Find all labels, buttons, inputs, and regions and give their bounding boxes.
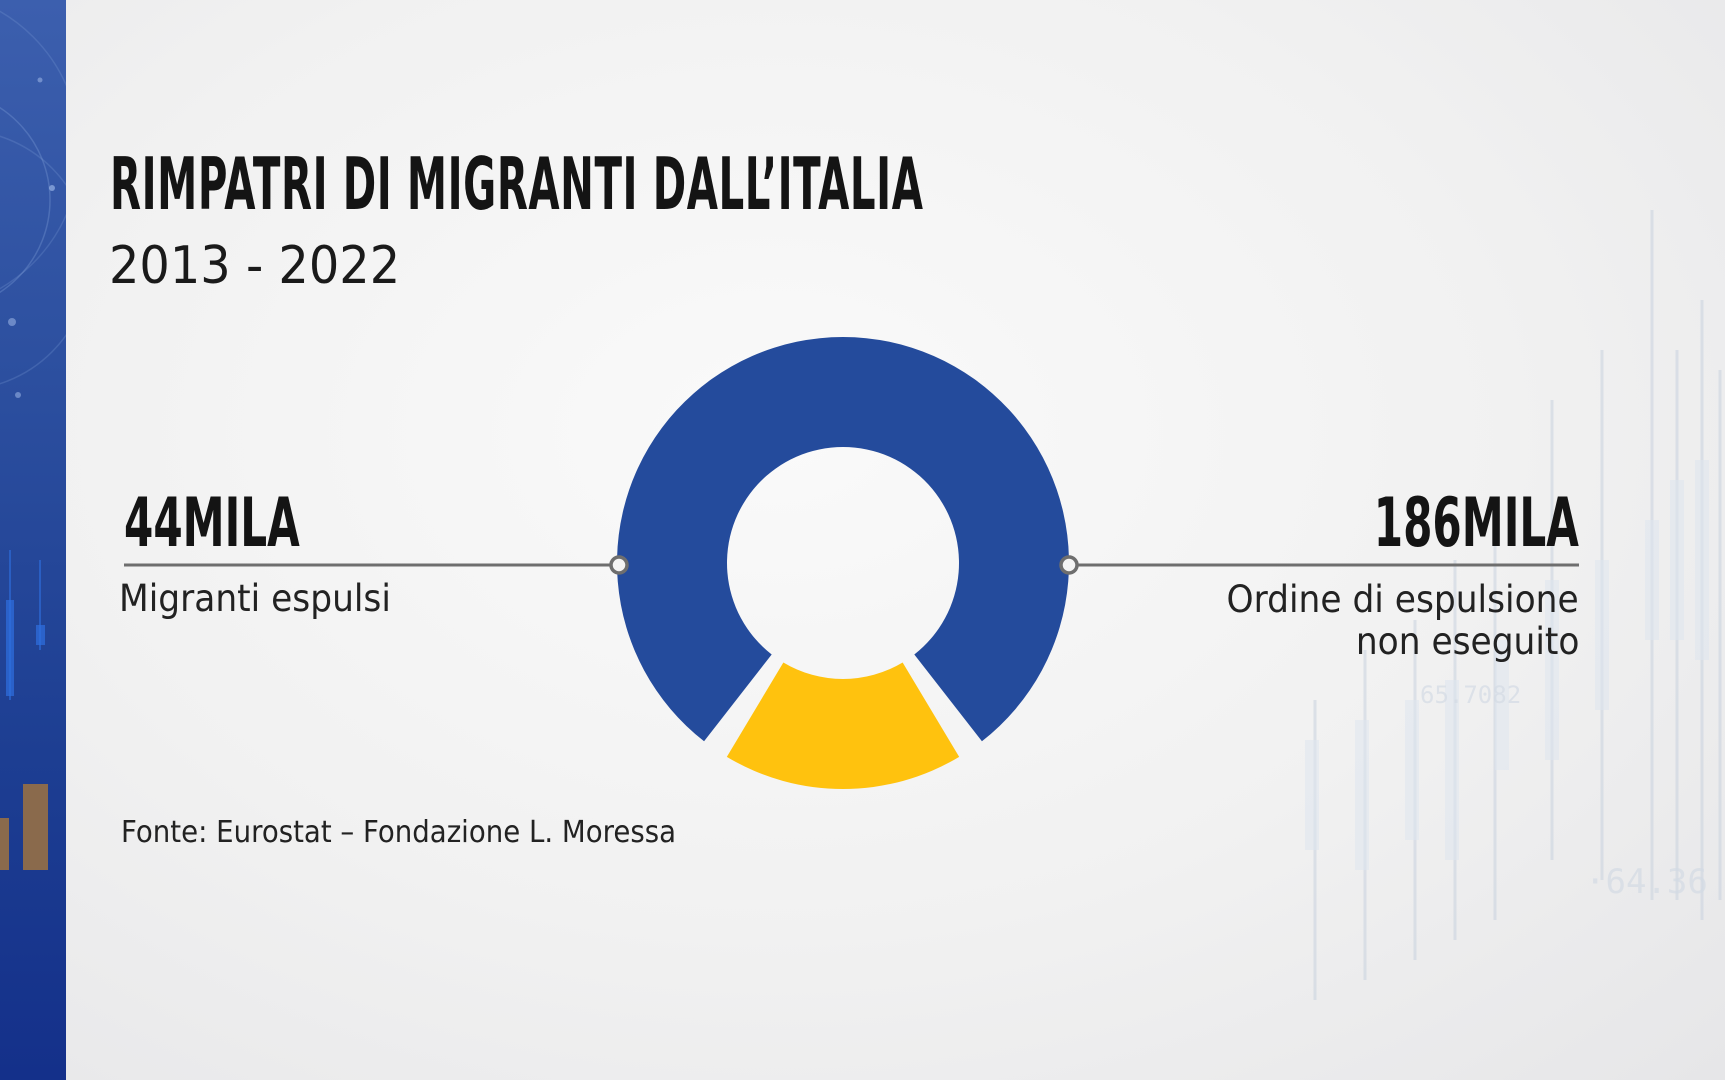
source-note: Fonte: Eurostat – Fondazione L. Moressa	[121, 815, 677, 850]
label-not-executed-line2: non eseguito	[1355, 620, 1579, 663]
left-band-decoration	[0, 10, 66, 870]
value-not-executed: 186MILA	[1373, 484, 1579, 563]
callout-dot-expelled	[609, 555, 629, 575]
chart-title: RIMPATRI DI MIGRANTI DALL’ITALIA	[110, 142, 924, 226]
label-expelled: Migranti espulsi	[119, 577, 391, 620]
chart-subtitle: 2013 - 2022	[109, 236, 401, 296]
background-candlestick-decoration: ·64.36 65.7082	[1305, 210, 1722, 1000]
donut-slice-expelled	[726, 662, 960, 789]
callout-dot-not-executed	[1059, 555, 1079, 575]
background-number-decoration: ·64.36	[1585, 862, 1708, 902]
left-decorative-band	[0, 0, 66, 1080]
donut-slice-not-executed	[616, 337, 1069, 742]
value-expelled: 44MILA	[124, 484, 300, 563]
background-number-decoration: 65.7082	[1420, 681, 1521, 709]
label-not-executed-line1: Ordine di espulsione	[1226, 578, 1579, 621]
